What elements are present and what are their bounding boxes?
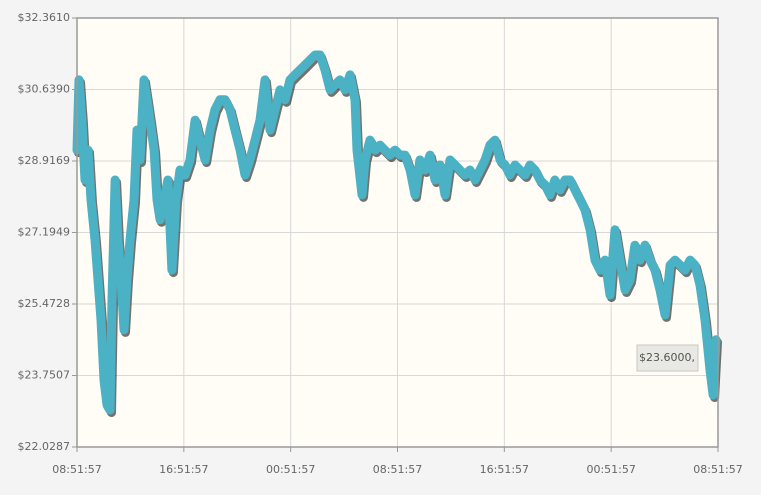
tooltip-text: $23.6000, — [639, 351, 695, 364]
y-tick-label: $27.1949 — [18, 225, 71, 238]
x-tick-label: 00:51:57 — [266, 463, 315, 476]
tooltip: $23.6000, — [636, 344, 699, 372]
tooltip-box — [636, 344, 699, 372]
y-tick-label: $28.9169 — [18, 154, 71, 167]
axis-labels: $22.0287 $23.7507 $25.4728 $27.1949 $28.9169… — [18, 11, 743, 476]
y-tick-label: $25.4728 — [18, 297, 71, 310]
y-tick-label: $30.6390 — [18, 82, 71, 95]
line — [72, 50, 721, 415]
x-tick-label: 08:51:57 — [693, 463, 742, 476]
x-tick-label: 08:51:57 — [52, 463, 101, 476]
x-tick-label: 16:51:57 — [159, 463, 208, 476]
x-tick-label: 08:51:57 — [373, 463, 422, 476]
x-tick-label: 16:51:57 — [480, 463, 529, 476]
x-tick-label: 00:51:57 — [586, 463, 635, 476]
y-tick-label: $32.3610 — [18, 11, 71, 24]
y-tick-label: $22.0287 — [18, 440, 71, 453]
y-tick-label: $23.7507 — [18, 369, 71, 382]
series — [72, 50, 722, 417]
